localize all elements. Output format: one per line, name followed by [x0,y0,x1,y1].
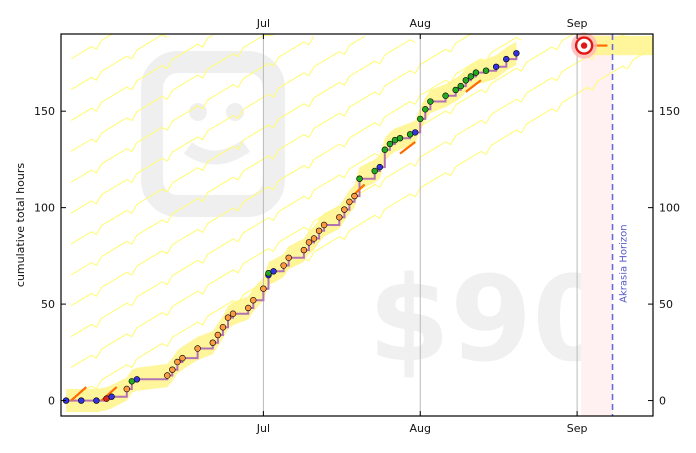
datapoint [371,167,378,175]
plot-frame [60,33,654,417]
datapoint [315,227,323,234]
x-tick-label-top: Aug [410,17,431,30]
datapoint [341,206,348,213]
guide-line [70,34,214,121]
future-zone-fill [581,34,613,416]
datapoint [245,304,252,312]
guide-line [70,34,168,91]
guide-line [70,36,522,307]
datapoint [270,268,277,275]
guide-line [70,35,315,183]
moving-average-segment [465,79,482,93]
datapoint [179,354,186,362]
datapoint [194,345,201,352]
datapoint [422,106,429,113]
y-tick-label-right: 0 [659,395,666,408]
y-tick-label-left: 100 [34,202,55,215]
watermark-smiley [141,51,285,217]
x-tick-label-top: Jul [256,17,270,30]
guide-line [70,35,365,214]
datapoint [164,372,171,379]
datapoint [336,214,343,221]
horizon-label: Akrasia Horizon [619,224,630,302]
datapoint [386,140,394,148]
datapoint [452,86,459,94]
datapoints [62,50,520,404]
datapoint [427,98,434,105]
datapoint [462,77,469,84]
datapoint [482,67,490,74]
moving-average-segment [353,183,366,195]
future-zone [581,34,613,416]
datapoint [108,393,115,400]
datapoint [513,50,520,57]
y-tick-label-left: 150 [34,105,55,118]
y-tick-label-right: 50 [659,298,673,311]
moving-average-segment [399,141,416,155]
road-band-fill [66,41,517,413]
datapoint [219,324,227,331]
datapoint [229,310,237,317]
datapoint [381,146,389,153]
datapoint [467,73,475,80]
datapoint [285,254,292,261]
datapoint [346,198,353,206]
x-gridlines [262,34,578,416]
datapoint [320,221,328,229]
datapoint [169,366,176,373]
datapoint [280,262,287,269]
goal-target [571,32,598,59]
datapoint [174,358,181,366]
datapoint [356,175,363,182]
axes: 0 0 50 50 100 100 150 150 Jul Jul Aug Aug Sep Sep [34,17,680,435]
datapoint [123,385,130,393]
datapoint [442,92,449,99]
datapoint [305,239,313,246]
datapoint [250,297,257,304]
akrasia-horizon: Akrasia Horizon [611,34,630,416]
x-tick-label-bottom: Sep [567,422,588,435]
datapoint [492,63,500,70]
datapoint [260,285,267,292]
datapoint [93,397,100,404]
datapoint [503,55,510,63]
guide-line [70,47,654,399]
y-tick-label-left: 0 [48,395,55,408]
datapoint [78,397,85,404]
y-tick-label-left: 50 [41,298,55,311]
datapoint [396,134,404,142]
guide-line [70,33,112,60]
datapoint [209,339,216,346]
datapoint [300,246,308,254]
datapoint [310,235,318,242]
datapoint [411,129,419,136]
y-tick-label-right: 100 [659,202,680,215]
datapoint [214,331,222,339]
moving-average-segment [70,386,88,402]
datapoint [351,192,358,200]
datapoint [472,69,480,76]
datapoint [457,82,464,90]
datapoint [417,115,424,123]
guide-line [70,34,274,152]
datapoint [376,163,383,171]
guide-line [70,34,573,338]
x-tick-label-bottom: Aug [410,422,431,435]
datapoint [133,376,141,383]
x-tick-label-bottom: Jul [256,422,270,435]
guide-line [70,39,416,245]
guide-line [70,33,472,276]
target-center [580,42,588,49]
pledge-watermark: $90 [368,250,614,388]
x-tick-label-top: Sep [567,17,588,30]
guide-lines [70,33,654,399]
y-tick-label-right: 150 [659,105,680,118]
y-axis-label: cumulative total hours [14,163,27,287]
datapoint [224,314,232,321]
